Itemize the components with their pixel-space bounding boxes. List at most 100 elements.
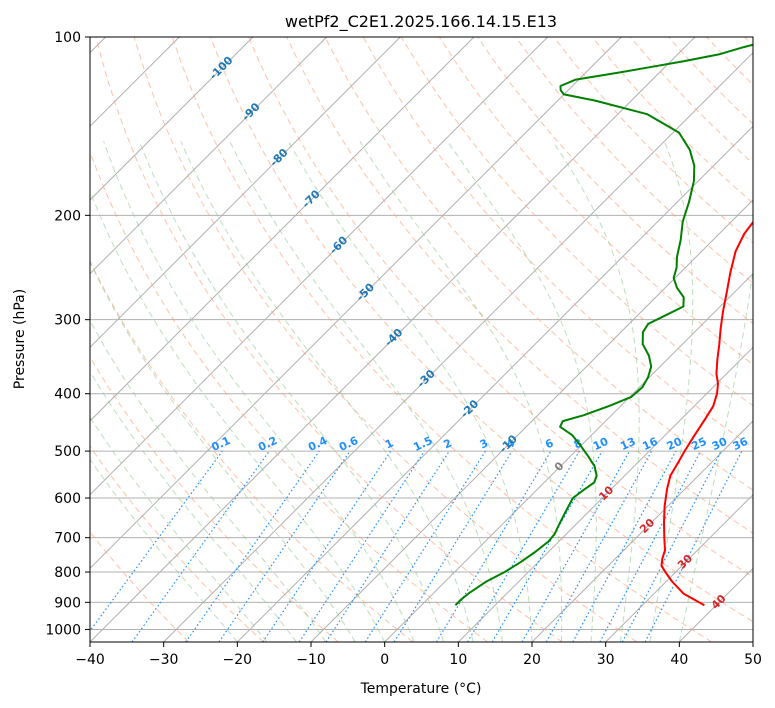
mixing-ratio-line <box>545 450 653 642</box>
mixing-ratio-line <box>491 450 603 642</box>
y-tick-label: 800 <box>54 565 81 581</box>
y-tick-label: 700 <box>54 531 81 547</box>
mixing-ratio-line <box>572 450 677 642</box>
x-tick-label: −10 <box>296 652 326 668</box>
moist-adiabat-line <box>138 141 445 642</box>
x-tick-label: 30 <box>597 652 615 668</box>
isotherm-line <box>605 493 753 642</box>
mixing-ratio-label: 36 <box>731 435 751 453</box>
y-axis: 100 200 300 400 500 600 700 800 900 1000 <box>45 30 90 638</box>
isotherm-line <box>90 37 549 496</box>
mixing-ratio-line <box>298 450 425 642</box>
isotherm-line <box>90 37 475 422</box>
dry-adiabat-line <box>210 37 753 623</box>
dry-adiabat-line <box>90 150 488 642</box>
moist-adiabat-line <box>103 141 415 642</box>
mixing-ratio-label: 6 <box>543 436 556 451</box>
dry-adiabat-line <box>133 37 638 642</box>
mixing-ratio-label: 30 <box>710 435 730 453</box>
moist-adiabat-line <box>90 416 268 642</box>
mixing-ratio-line <box>185 450 320 642</box>
y-tick-label: 1000 <box>45 622 81 638</box>
dry-adiabat-line <box>668 37 753 125</box>
mixing-ratio-label: 13 <box>618 435 637 453</box>
moist-adiabat-line <box>90 260 356 642</box>
mixing-ratio-line <box>364 450 486 642</box>
isotherm-line <box>163 51 753 642</box>
dry-adiabat-line <box>90 356 339 642</box>
x-tick-label: 10 <box>449 652 467 668</box>
y-tick-label: 300 <box>54 313 81 329</box>
mixing-ratio-line <box>325 450 450 642</box>
isotherm-line <box>90 37 401 349</box>
y-axis-label: Pressure (hPa) <box>12 289 28 389</box>
x-tick-label: −30 <box>149 652 179 668</box>
moist-adiabat-line <box>678 265 753 642</box>
dry-adiabat-line <box>706 37 753 86</box>
moist-adiabat-line <box>229 141 503 642</box>
dry-adiabat-line <box>171 37 712 642</box>
isotherm-line <box>531 420 753 642</box>
mixing-ratio-label: 25 <box>689 435 708 453</box>
y-tick-label: 600 <box>54 491 81 507</box>
moist-adiabat-line <box>90 458 238 642</box>
dry-adiabat-line <box>744 37 753 47</box>
dry-adiabat-line <box>515 37 753 284</box>
y-tick-label: 200 <box>54 208 81 224</box>
mixing-ratio-line <box>90 450 223 632</box>
mixing-ratio-line <box>599 450 702 642</box>
mixing-ratio-label: 20 <box>665 435 685 453</box>
x-axis-label: Temperature (°C) <box>360 681 482 697</box>
dry-adiabat-line <box>248 37 753 578</box>
dry-adiabat-line <box>324 37 753 491</box>
mixing-ratio-label: 10 <box>591 435 611 453</box>
mixing-ratio-line <box>521 450 631 642</box>
isotherm-line <box>678 567 753 642</box>
moist-adiabat-line <box>90 370 297 642</box>
isotherm-line <box>752 641 753 642</box>
moist-adiabat-line <box>90 189 386 642</box>
mixing-ratio-label: 2 <box>442 436 454 451</box>
x-tick-label: 0 <box>380 652 389 668</box>
y-tick-label: 400 <box>54 387 81 403</box>
moist-adiabat-line <box>288 141 533 642</box>
mixing-ratio-label: 16 <box>640 435 660 453</box>
dry-adiabat-line <box>95 37 563 642</box>
isotherm-line <box>310 199 753 642</box>
isotherm-line <box>90 37 696 642</box>
dry-adiabat-line <box>90 531 190 642</box>
moist-adiabat-line <box>447 141 597 642</box>
isotherm-line <box>90 37 622 570</box>
isotherm-line <box>384 272 753 642</box>
moist-adiabat-line <box>359 141 563 642</box>
dewpoint-profile-line <box>454 43 753 606</box>
plot-frame <box>89 36 754 643</box>
plot-area: 0.1 0.2 0.4 0.6 1 1.5 2 3 4 6 8 10 13 16 20 25 30 36-100-… <box>89 36 754 643</box>
mixing-ratio-line <box>466 450 580 642</box>
dry-adiabat-line <box>90 259 414 642</box>
dry-adiabat-line <box>438 37 753 366</box>
moist-adiabat-line <box>649 141 694 642</box>
isotherm-line <box>457 346 753 642</box>
isotherm-line <box>90 37 254 201</box>
x-axis: −40 −30 −20 −10 0 10 20 30 40 50 <box>75 642 762 668</box>
mixing-ratio-line <box>435 450 552 642</box>
dry-adiabat-line <box>90 445 264 642</box>
x-tick-label: 40 <box>670 652 688 668</box>
moist-adiabat-line <box>552 141 640 642</box>
mixing-ratio-line <box>262 450 392 642</box>
x-tick-label: −20 <box>223 652 253 668</box>
x-tick-label: 20 <box>523 652 541 668</box>
mixing-ratio-line <box>393 450 513 642</box>
dry-adiabat-line <box>286 37 753 534</box>
y-tick-label: 500 <box>54 444 81 460</box>
x-tick-label: 50 <box>744 652 762 668</box>
moist-adiabat-line <box>180 141 474 642</box>
y-tick-label: 900 <box>54 595 81 611</box>
isotherm-line <box>90 37 328 275</box>
temperature-profile-line <box>660 220 753 607</box>
x-tick-label: −40 <box>75 652 105 668</box>
mixing-ratio-line <box>644 450 743 642</box>
mixing-ratio-line <box>218 450 351 642</box>
